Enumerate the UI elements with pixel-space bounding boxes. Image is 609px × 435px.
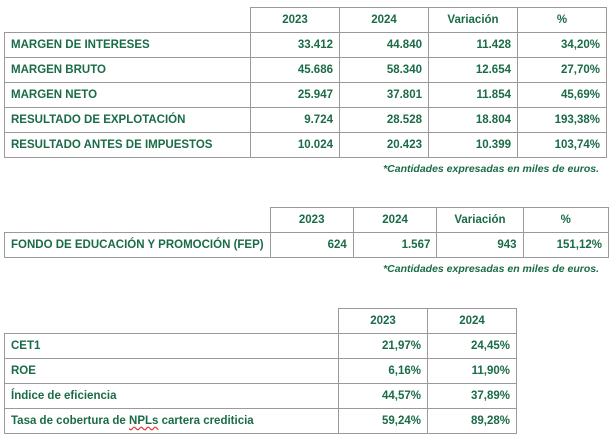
value-cell: 45.686 — [250, 57, 340, 83]
value-cell: 103,74% — [517, 132, 607, 158]
table-row: Tasa de cobertura de NPLs cartera credit… — [4, 408, 517, 434]
value-cell: 943 — [436, 232, 524, 258]
value-cell: 45,69% — [517, 82, 607, 108]
value-cell: 1.567 — [352, 232, 438, 258]
row-label: MARGEN DE INTERESES — [4, 32, 251, 58]
value-cell: 28.528 — [339, 107, 429, 133]
value-cell: 9.724 — [250, 107, 340, 133]
spellcheck-marked-word: NPLs — [129, 415, 159, 427]
table-row: MARGEN DE INTERESES 33.412 44.840 11.428… — [4, 32, 607, 58]
value-cell: 20.423 — [339, 132, 429, 158]
value-cell: 624 — [269, 232, 354, 258]
row-label: MARGEN BRUTO — [4, 57, 251, 83]
row-label-text: Tasa de cobertura de — [11, 415, 130, 427]
row-label: ROE — [4, 358, 339, 384]
row-label-text: cartera crediticia — [158, 415, 254, 427]
column-header: 2024 — [352, 207, 438, 233]
value-cell: 44.840 — [339, 32, 429, 58]
row-label: MARGEN NETO — [4, 82, 251, 108]
value-cell: 18.804 — [428, 107, 518, 133]
table-header-row: 2023 2024 Variación % — [4, 207, 609, 233]
row-label: RESULTADO ANTES DE IMPUESTOS — [4, 132, 251, 158]
value-cell: 11,90% — [427, 358, 517, 384]
column-header: % — [522, 207, 609, 233]
value-cell: 44,57% — [338, 383, 428, 409]
value-cell: 37,89% — [427, 383, 517, 409]
footnote: *Cantidades expresadas en miles de euros… — [383, 263, 599, 275]
column-header: Variación — [428, 7, 518, 33]
value-cell: 89,28% — [427, 408, 517, 434]
value-cell: 58.340 — [339, 57, 429, 83]
column-header: 2023 — [338, 308, 428, 334]
value-cell: 11.854 — [428, 82, 518, 108]
value-cell: 37.801 — [339, 82, 429, 108]
table-row: RESULTADO DE EXPLOTACIÓN 9.724 28.528 18… — [4, 107, 607, 133]
table-row: MARGEN NETO 25.947 37.801 11.854 45,69% — [4, 82, 607, 108]
row-label: Tasa de cobertura de NPLs cartera credit… — [4, 408, 339, 434]
row-label: CET1 — [4, 333, 339, 359]
column-header: 2023 — [269, 207, 354, 233]
table-row: CET1 21,97% 24,45% — [4, 333, 517, 359]
row-label: RESULTADO DE EXPLOTACIÓN — [4, 107, 251, 133]
value-cell: 6,16% — [338, 358, 428, 384]
table-row: ROE 6,16% 11,90% — [4, 358, 517, 384]
value-cell: 27,70% — [517, 57, 607, 83]
column-header: 2024 — [339, 7, 429, 33]
value-cell: 34,20% — [517, 32, 607, 58]
value-cell: 25.947 — [250, 82, 340, 108]
footnote: *Cantidades expresadas en miles de euros… — [383, 163, 599, 175]
value-cell: 59,24% — [338, 408, 428, 434]
row-label: FONDO DE EDUCACIÓN Y PROMOCIÓN (FEP) — [4, 232, 271, 258]
table-row: Índice de eficiencia 44,57% 37,89% — [4, 383, 517, 409]
value-cell: 193,38% — [517, 107, 607, 133]
table-header-row: 2023 2024 — [4, 308, 517, 334]
financial-results-table: 2023 2024 Variación % MARGEN DE INTERESE… — [4, 7, 607, 158]
column-header: Variación — [436, 207, 524, 233]
value-cell: 24,45% — [427, 333, 517, 359]
column-header: % — [517, 7, 607, 33]
table-row: RESULTADO ANTES DE IMPUESTOS 10.024 20.4… — [4, 132, 607, 158]
value-cell: 12.654 — [428, 57, 518, 83]
table-row: MARGEN BRUTO 45.686 58.340 12.654 27,70% — [4, 57, 607, 83]
ratios-table: 2023 2024 CET1 21,97% 24,45% ROE 6,16% 1… — [4, 308, 517, 434]
value-cell: 21,97% — [338, 333, 428, 359]
value-cell: 11.428 — [428, 32, 518, 58]
value-cell: 10.024 — [250, 132, 340, 158]
table-row: FONDO DE EDUCACIÓN Y PROMOCIÓN (FEP) 624… — [4, 232, 609, 258]
column-header: 2024 — [427, 308, 517, 334]
value-cell: 33.412 — [250, 32, 340, 58]
row-label: Índice de eficiencia — [4, 383, 339, 409]
table-header-row: 2023 2024 Variación % — [4, 7, 607, 33]
value-cell: 10.399 — [428, 132, 518, 158]
value-cell: 151,12% — [522, 232, 609, 258]
column-header: 2023 — [250, 7, 340, 33]
fep-table: 2023 2024 Variación % FONDO DE EDUCACIÓN… — [4, 207, 609, 258]
